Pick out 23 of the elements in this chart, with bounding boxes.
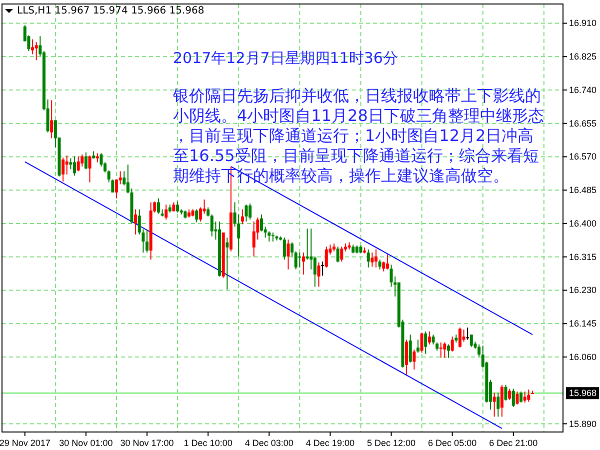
y-tick-label: 16.230 xyxy=(569,285,597,296)
y-tick-label: 16.400 xyxy=(569,218,597,228)
y-tick-label: 16.060 xyxy=(569,352,597,362)
y-tick-label: 16.570 xyxy=(569,152,597,162)
y-tick-label: 16.825 xyxy=(569,52,597,62)
x-tick-label: 5 Dec 12:00 xyxy=(366,438,416,448)
y-tick-label: 15.890 xyxy=(569,418,597,429)
x-tick-label: 6 Dec 21:00 xyxy=(489,438,538,448)
x-tick-label: 1 Dec 10:00 xyxy=(184,438,232,448)
y-tick-label: 16.485 xyxy=(569,185,597,196)
ref-line-label: 15.968 xyxy=(569,388,597,398)
x-tick-label: 4 Dec 19:00 xyxy=(306,438,354,448)
x-tick-label: 30 Nov 01:00 xyxy=(59,438,113,448)
y-tick-label: 16.910 xyxy=(569,18,597,28)
y-tick-label: 16.740 xyxy=(569,84,597,95)
y-tick-label: 16.655 xyxy=(569,118,597,128)
x-tick-label: 29 Nov 2017 xyxy=(0,438,50,448)
x-tick-label: 6 Dec 05:00 xyxy=(428,438,477,448)
y-tick-label: 16.315 xyxy=(569,252,597,262)
y-tick-label: 16.145 xyxy=(569,318,597,329)
x-tick-label: 4 Dec 03:00 xyxy=(244,438,294,448)
annotation: LLS,H1 15.967 15.974 15.966 15.968 xyxy=(17,6,204,16)
x-tick-label: 30 Nov 17:00 xyxy=(120,438,174,448)
